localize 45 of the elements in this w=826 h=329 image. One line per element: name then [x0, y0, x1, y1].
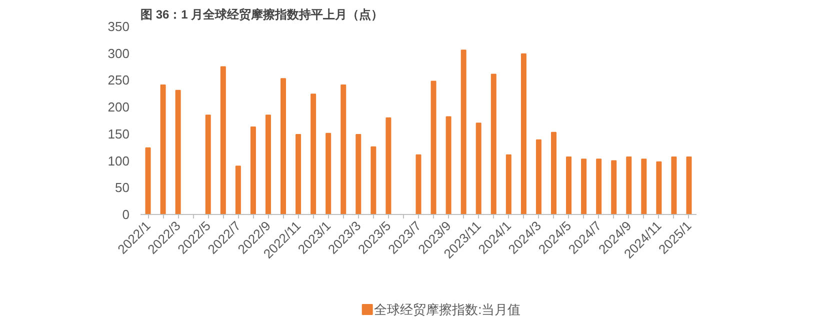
y-tick-label: 350	[108, 19, 130, 34]
bar	[686, 156, 692, 214]
bar	[160, 84, 166, 214]
bar	[460, 50, 466, 214]
bar	[520, 53, 526, 214]
bar	[476, 122, 482, 214]
bar	[386, 117, 392, 214]
y-tick-label: 0	[122, 207, 130, 222]
legend-label: 全球经贸摩擦指数:当月值	[374, 302, 521, 317]
bar	[596, 158, 602, 214]
y-tick-label: 300	[108, 46, 130, 61]
bar	[671, 156, 677, 214]
bar	[550, 132, 556, 214]
bar	[626, 156, 632, 214]
bar	[566, 156, 572, 214]
chart-title: 图 36：1 月全球经贸摩擦指数持平上月（点）	[140, 8, 384, 22]
bar	[446, 116, 452, 214]
bar	[416, 154, 422, 214]
bar	[220, 66, 226, 214]
bar	[490, 74, 496, 214]
bar	[656, 161, 662, 214]
bar	[581, 158, 587, 214]
bar	[326, 132, 332, 214]
bar	[430, 80, 436, 214]
y-tick-label: 150	[108, 126, 130, 142]
y-tick-label: 100	[108, 153, 130, 168]
bar	[205, 114, 211, 214]
bar	[145, 147, 151, 214]
bar	[296, 134, 302, 214]
bar	[641, 158, 647, 214]
bar	[370, 146, 376, 214]
bar	[611, 160, 617, 214]
bar	[235, 166, 241, 214]
bar	[310, 94, 316, 214]
bar	[356, 134, 362, 214]
y-tick-label: 50	[115, 180, 130, 196]
bar	[340, 84, 346, 214]
bar	[506, 154, 512, 214]
y-tick-label: 200	[108, 100, 130, 115]
bar	[280, 78, 286, 214]
y-tick-label: 250	[108, 72, 130, 88]
bar	[175, 90, 181, 214]
bar	[250, 126, 256, 214]
bar	[265, 114, 271, 214]
bar	[536, 139, 542, 214]
